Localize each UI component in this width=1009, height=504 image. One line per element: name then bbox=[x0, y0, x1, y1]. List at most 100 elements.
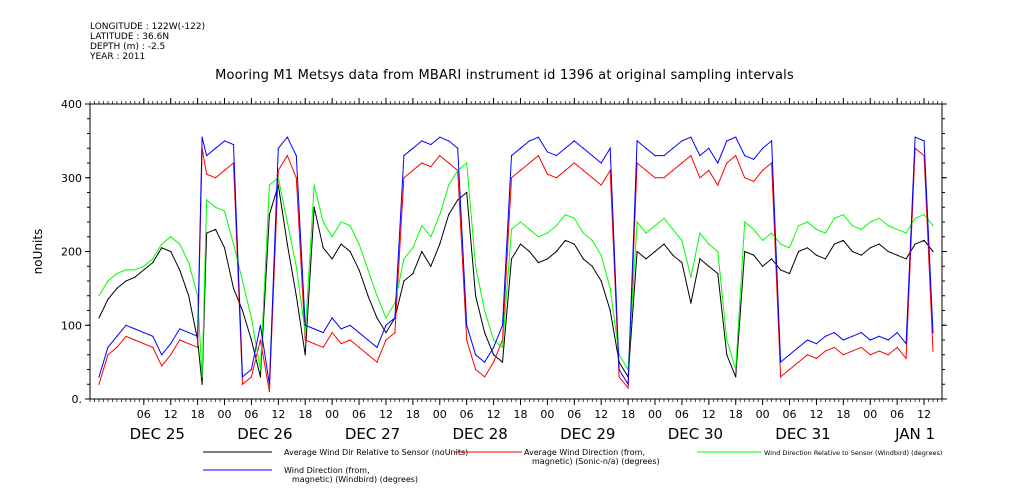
series-3-point bbox=[376, 295, 378, 297]
x-hour-tick-label: 06 bbox=[567, 408, 581, 421]
x-hour-tick-label: 00 bbox=[433, 408, 447, 421]
x-day-label: DEC 29 bbox=[560, 425, 615, 443]
series-1-point bbox=[546, 258, 548, 260]
series-4-point bbox=[421, 140, 423, 142]
series-2-point bbox=[842, 354, 844, 356]
series-3-point bbox=[788, 247, 791, 249]
series-1-point bbox=[457, 199, 459, 201]
series-1-point bbox=[510, 258, 513, 260]
series-4-point bbox=[860, 332, 862, 334]
series-2-point bbox=[582, 169, 584, 171]
series-3-point bbox=[179, 243, 181, 245]
series-2-point bbox=[510, 177, 513, 179]
series-4-point bbox=[788, 354, 791, 356]
series-2-point bbox=[609, 169, 611, 171]
series-1-point bbox=[179, 269, 181, 271]
x-hour-tick-label: 12 bbox=[702, 408, 716, 421]
series-2-point bbox=[394, 332, 396, 334]
x-day-label: DEC 30 bbox=[668, 425, 723, 443]
series-4-point bbox=[797, 346, 800, 348]
series-4-point bbox=[367, 339, 369, 341]
series-1-point bbox=[753, 254, 755, 256]
series-1-point bbox=[923, 239, 925, 242]
series-3-point bbox=[537, 236, 540, 238]
series-1-point bbox=[241, 309, 244, 312]
series-3-point bbox=[842, 214, 844, 216]
series-3-point bbox=[564, 214, 566, 216]
x-hour-tick-label: 18 bbox=[621, 408, 635, 421]
series-1-point bbox=[699, 258, 701, 260]
series-4-point bbox=[197, 335, 199, 337]
series-2-point bbox=[672, 169, 674, 171]
series-1-point bbox=[430, 265, 432, 267]
series-1-point bbox=[484, 332, 486, 334]
series-1-point bbox=[412, 273, 414, 275]
series-1-point bbox=[654, 250, 656, 253]
series-2-point bbox=[600, 184, 602, 186]
series-4-point bbox=[313, 328, 315, 330]
series-3-point bbox=[528, 228, 531, 230]
series-2-point bbox=[188, 343, 190, 345]
series-1-point bbox=[896, 254, 898, 256]
series-3-point bbox=[412, 247, 414, 249]
series-4-point bbox=[609, 147, 611, 149]
series-lines bbox=[98, 136, 934, 393]
series-2-point bbox=[448, 162, 450, 164]
series-4-point bbox=[878, 335, 880, 337]
series-3-point bbox=[860, 228, 862, 230]
series-1-point bbox=[573, 243, 575, 245]
series-3-point bbox=[170, 236, 172, 238]
series-1-point bbox=[295, 295, 297, 297]
x-hour-tick-label: 12 bbox=[379, 408, 393, 421]
series-4-point bbox=[501, 324, 504, 326]
series-1-point bbox=[815, 254, 818, 256]
series-1-point bbox=[681, 261, 683, 264]
series-1-point bbox=[932, 250, 934, 253]
series-2-point bbox=[896, 346, 898, 348]
series-1-point bbox=[869, 247, 871, 249]
series-1-point bbox=[143, 269, 145, 271]
series-3-point bbox=[681, 239, 683, 242]
series-1-point bbox=[833, 243, 835, 245]
series-3-point bbox=[726, 339, 728, 341]
x-hour-tick-label: 06 bbox=[783, 408, 797, 421]
series-3-point bbox=[161, 243, 163, 245]
series-1-point bbox=[313, 206, 315, 208]
series-4-point bbox=[134, 328, 136, 330]
series-3-point bbox=[887, 225, 889, 227]
series-4-point bbox=[618, 368, 620, 371]
x-hour-tick-label: 12 bbox=[271, 408, 285, 421]
series-3-point bbox=[259, 368, 261, 371]
series-2-point bbox=[573, 162, 575, 164]
series-3-point bbox=[134, 269, 136, 271]
series-1-point bbox=[564, 239, 566, 242]
series-3-point bbox=[475, 265, 477, 267]
year-label: YEAR : 2011 bbox=[90, 52, 146, 62]
series-3-point bbox=[214, 206, 217, 208]
series-4-point bbox=[152, 335, 154, 337]
series-4-point bbox=[205, 155, 208, 157]
series-2-point bbox=[430, 166, 432, 168]
x-day-label: DEC 28 bbox=[452, 425, 507, 443]
series-4-point bbox=[896, 332, 898, 334]
series-2-point bbox=[134, 339, 136, 341]
series-3-point bbox=[116, 273, 118, 275]
legend: Average Wind Dir Relative to Sensor (noU… bbox=[203, 448, 942, 484]
series-4-point bbox=[286, 136, 288, 138]
series-2-point bbox=[241, 383, 244, 385]
series-4-point bbox=[430, 143, 432, 146]
series-3-point bbox=[591, 239, 593, 242]
series-3-point bbox=[896, 228, 898, 230]
series-4-point bbox=[600, 162, 602, 164]
x-hour-tick-label: 18 bbox=[836, 408, 850, 421]
y-axis-label: noUnits bbox=[31, 229, 45, 275]
series-4-point bbox=[762, 147, 764, 149]
series-2-point bbox=[98, 383, 100, 385]
series-3-point bbox=[430, 236, 432, 238]
series-4-point bbox=[439, 136, 441, 138]
series-2-point bbox=[806, 354, 809, 356]
series-3-point bbox=[582, 232, 584, 234]
series-1-point bbox=[331, 258, 333, 260]
series-1-point bbox=[744, 250, 746, 253]
series-2-point bbox=[887, 354, 889, 356]
